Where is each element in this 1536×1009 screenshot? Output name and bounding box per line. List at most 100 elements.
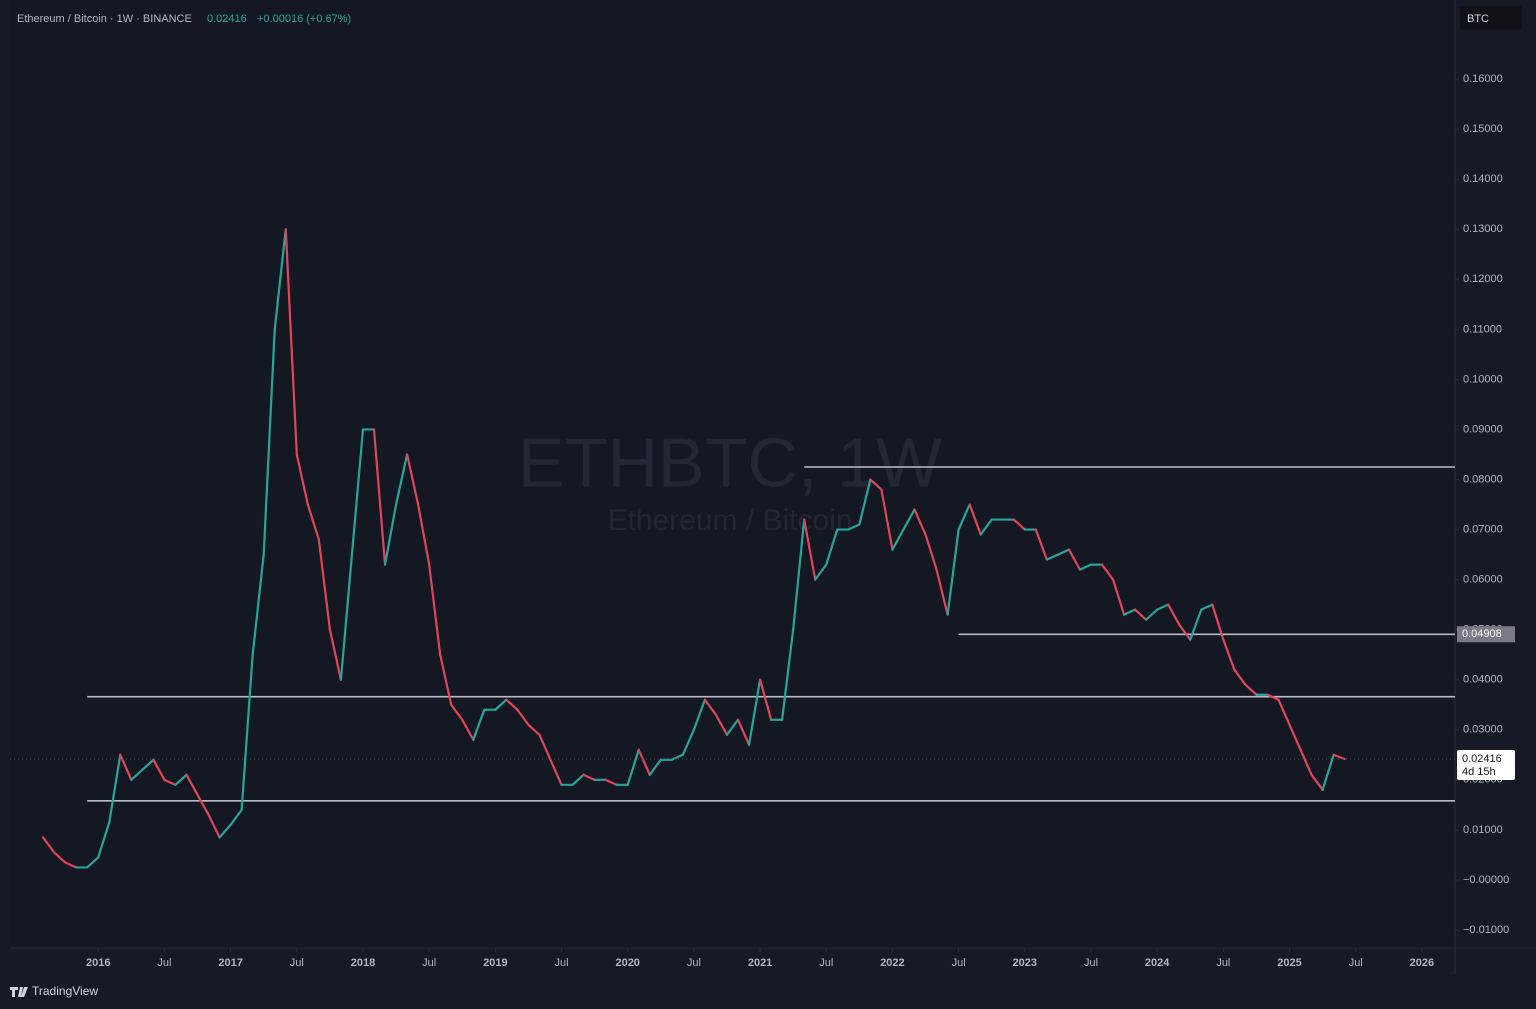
- price-segment: [262, 328, 276, 556]
- price-segment: [141, 758, 155, 771]
- y-tick-label: 0.13000: [1463, 223, 1503, 235]
- price-segment: [681, 728, 695, 756]
- price-segment: [405, 453, 420, 506]
- x-tick-label: Jul: [687, 957, 701, 969]
- price-segment: [461, 718, 475, 741]
- price-segment: [196, 793, 210, 816]
- price-segment: [582, 773, 596, 781]
- y-tick-label: 0.01000: [1463, 824, 1503, 836]
- price-segment: [1277, 698, 1291, 726]
- x-tick-label: 2018: [351, 957, 375, 969]
- y-tick-label: −0.01000: [1463, 924, 1509, 936]
- price-segment: [1299, 748, 1313, 776]
- watermark-name: Ethereum / Bitcoin: [607, 504, 852, 537]
- x-tick-label: Jul: [819, 957, 833, 969]
- price-segment: [747, 678, 762, 746]
- price-segment: [1310, 773, 1324, 791]
- price-segment: [174, 773, 188, 786]
- price-segment: [891, 528, 905, 551]
- price-segment: [505, 698, 519, 711]
- price-segment: [152, 758, 166, 781]
- price-segment: [935, 568, 949, 616]
- price-segment: [869, 478, 883, 491]
- countdown: 4d 15h: [1462, 766, 1496, 778]
- price-segment: [350, 428, 365, 556]
- price-segment: [725, 718, 740, 736]
- price-segment: [637, 748, 651, 776]
- price-segment: [1200, 603, 1214, 611]
- price-segment: [273, 228, 287, 331]
- price-segment: [1156, 603, 1170, 611]
- price-segment: [472, 708, 486, 741]
- price-segment: [1332, 753, 1346, 761]
- price-segment: [383, 503, 398, 566]
- price-segment: [736, 718, 751, 746]
- price-segment: [571, 773, 585, 786]
- y-tick-label: 0.14000: [1463, 173, 1503, 185]
- last-price-label: 0.02416: [1462, 753, 1502, 765]
- price-segment: [626, 748, 640, 786]
- x-tick-label: Jul: [290, 957, 304, 969]
- brand: TradingView: [32, 984, 98, 998]
- price-segment: [924, 533, 938, 571]
- price-segment: [1211, 603, 1225, 641]
- price-segment: [913, 508, 927, 536]
- price-segment: [670, 753, 684, 761]
- price-segment: [328, 628, 343, 681]
- price-segment: [1222, 638, 1236, 671]
- price-segment: [1045, 553, 1060, 561]
- price-segment: [979, 518, 993, 536]
- currency[interactable]: BTC: [1467, 13, 1489, 25]
- y-tick-label: 0.16000: [1463, 73, 1503, 85]
- y-tick-label: 0.06000: [1463, 574, 1503, 586]
- price-segment: [703, 698, 718, 716]
- price-segment: [758, 678, 773, 721]
- price-segment: [957, 503, 971, 531]
- price-segment: [229, 808, 243, 826]
- currency-box[interactable]: [1460, 6, 1522, 30]
- price-segment: [372, 428, 387, 566]
- x-tick-label: Jul: [157, 957, 171, 969]
- price-segment: [1056, 548, 1071, 556]
- y-tick-label: 0.08000: [1463, 473, 1503, 485]
- header-price: 0.02416: [207, 13, 247, 25]
- x-tick-label: Jul: [1084, 957, 1098, 969]
- price-segment: [306, 503, 320, 541]
- price-segment: [825, 528, 839, 566]
- price-segment: [428, 563, 442, 656]
- price-segment: [284, 228, 298, 456]
- price-segment: [604, 778, 618, 786]
- price-segment: [549, 758, 563, 786]
- price-segment: [1266, 693, 1280, 701]
- price-segment: [803, 518, 817, 581]
- price-segment: [1100, 563, 1115, 581]
- price-segment: [516, 708, 530, 726]
- x-tick-label: 2022: [880, 957, 904, 969]
- price-segment: [1167, 603, 1181, 626]
- x-tick-label: Jul: [554, 957, 568, 969]
- y-tick-label: −0.00000: [1463, 874, 1509, 886]
- price-segment: [450, 703, 464, 721]
- price-segment: [130, 768, 144, 781]
- price-segment: [858, 478, 872, 526]
- y-tick-label: 0.12000: [1463, 273, 1503, 285]
- symbol-title: Ethereum / Bitcoin · 1W · BINANCE: [17, 13, 192, 25]
- x-tick-label: Jul: [1349, 957, 1363, 969]
- y-tick-label: 0.03000: [1463, 724, 1503, 736]
- price-segment: [527, 723, 541, 736]
- price-segment: [41, 836, 56, 854]
- price-segment: [1189, 608, 1203, 641]
- price-segment: [1067, 548, 1082, 571]
- price-segment: [53, 851, 67, 864]
- x-tick-label: 2023: [1013, 957, 1037, 969]
- x-tick-label: 2026: [1410, 957, 1434, 969]
- price-segment: [240, 653, 254, 811]
- brand-logo: [10, 987, 28, 997]
- price-segment: [317, 538, 331, 631]
- price-segment: [792, 518, 806, 631]
- price-segment: [1288, 723, 1302, 751]
- price-segment: [86, 856, 100, 869]
- price-segment: [439, 653, 453, 706]
- price-segment: [1233, 668, 1247, 686]
